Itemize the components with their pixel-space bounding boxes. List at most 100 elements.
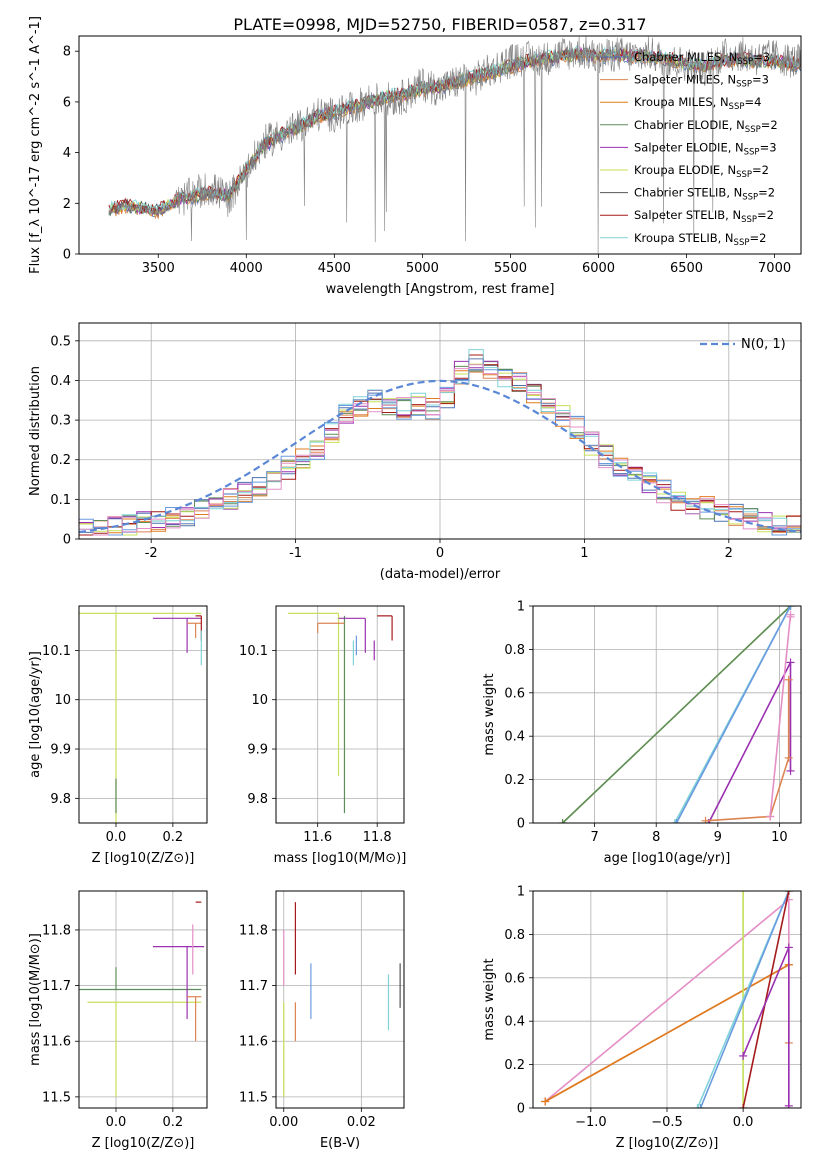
y-tick-label: 1 [517, 600, 525, 615]
weight-line [705, 679, 790, 822]
plot-area [79, 612, 202, 823]
axes-frame [78, 35, 802, 255]
legend-entry: Kroupa STELIB, NSSP=2 [634, 231, 766, 248]
y-tick-label: 10.1 [42, 644, 71, 659]
y-tick-label: 0 [63, 248, 71, 263]
axes-frame [532, 605, 802, 824]
y-tick-label: 4 [63, 146, 71, 161]
x-tick-label: 0.0 [106, 830, 127, 845]
panel-mass-vs-Z: 0.0 0.2 11.5 11.6 11.7 11.8 Z [log10(Z/Z⊙)] mas… [28, 890, 208, 1151]
y-tick-label: 8 [63, 45, 71, 60]
x-tick-label: 4500 [318, 261, 351, 276]
y-tick-label: 9.9 [247, 743, 268, 758]
panel-age-vs-Z: 0.0 0.2 9.8 9.9 10 10.1 Z [log10(Z/Z⊙)] age [lo… [28, 605, 208, 866]
weight-line [742, 891, 790, 1108]
legend-entry: Kroupa MILES, NSSP=4 [634, 95, 761, 112]
x-tick-label: 5000 [406, 261, 439, 276]
x-tick-label: 6000 [582, 261, 615, 276]
y-tick-label: 0.8 [504, 928, 525, 943]
legend-entry-eq: =4 [744, 95, 761, 109]
y-tick-label: 11.8 [239, 923, 268, 938]
x-tick-label: 7 [590, 830, 598, 845]
legend-entry: Salpeter MILES, NSSP=3 [634, 73, 769, 90]
y-axis-label: age [log10(age/yr)] [28, 651, 43, 778]
y-tick-label: 0.2 [504, 1058, 525, 1073]
y-tick-label: 10 [251, 693, 268, 708]
y-tick-label: 9.9 [50, 743, 71, 758]
plot-area [79, 901, 205, 1097]
y-tick-label: 11.8 [42, 923, 71, 938]
y-tick-label: 2 [63, 197, 71, 212]
x-tick-label: 4000 [230, 261, 263, 276]
axes-frame [78, 605, 208, 824]
legend-entry-sub: SSP [736, 80, 752, 90]
legend-entry: Chabrier ELODIE, NSSP=2 [634, 118, 778, 135]
weight-line [675, 606, 792, 823]
legend-entry-eq: =3 [752, 73, 769, 87]
x-tick-label: 2 [725, 546, 733, 561]
plot-area [108, 36, 801, 254]
x-axis-label: Z [log10(Z/Z⊙)] [92, 1136, 195, 1151]
y-tick-label: 11.5 [42, 1090, 71, 1105]
x-tick-label: 11.6 [303, 830, 332, 845]
x-axis-label: (data-model)/error [380, 567, 501, 582]
y-tick-label: 0.6 [504, 971, 525, 986]
legend-entry: Salpeter STELIB, NSSP=2 [634, 208, 774, 225]
legend-entry-eq: =2 [757, 208, 774, 222]
y-tick-label: 11.7 [42, 979, 71, 994]
weight-line [742, 947, 790, 1106]
weight-line [562, 606, 792, 823]
legend-entry-eq: =2 [761, 118, 778, 132]
x-tick-label: 0.0 [733, 1115, 754, 1130]
y-tick-label: 0.4 [504, 730, 525, 745]
legend-entry-sub: SSP [742, 193, 758, 203]
x-tick-label: 0.2 [163, 1115, 184, 1130]
legend-entry-sub: SSP [736, 170, 752, 180]
y-tick-label: 0.2 [504, 773, 525, 788]
x-axis-label: Z [log10(Z/Z⊙)] [92, 851, 195, 866]
x-tick-label: 5500 [494, 261, 527, 276]
y-tick-label: 0 [517, 1102, 525, 1117]
legend-entry: Salpeter ELODIE, NSSP=3 [634, 140, 777, 157]
x-tick-label: 0.02 [347, 1115, 376, 1130]
y-tick-label: 0.3 [50, 414, 71, 429]
legend-entry: Kroupa ELODIE, NSSP=2 [634, 163, 769, 180]
y-tick-label: 0 [63, 533, 71, 548]
axes-frame [275, 605, 405, 824]
panel-residuals: -2 -1 0 1 2 0 0.1 0.2 0.3 0.4 0.5 (data-model)/erro… [28, 322, 802, 582]
x-axis-label: E(B-V) [320, 1136, 360, 1151]
y-axis-label: Normed distribution [28, 366, 43, 496]
y-tick-label: 0.2 [50, 453, 71, 468]
figure-title: PLATE=0998, MJD=52750, FIBERID=0587, z=0… [233, 15, 646, 34]
x-tick-label: -1 [289, 546, 302, 561]
y-tick-label: 0.6 [504, 686, 525, 701]
x-axis-label: age [log10(age/yr)] [604, 851, 731, 866]
y-tick-label: 11.7 [239, 979, 268, 994]
legend-entry-sub: SSP [744, 147, 760, 157]
x-tick-label: 3500 [142, 261, 175, 276]
legend-entry: N(0, 1) [741, 337, 786, 352]
y-tick-label: 0.5 [50, 334, 71, 349]
y-tick-label: 9.8 [247, 792, 268, 807]
axes-frame [78, 890, 208, 1109]
x-tick-label: −0.5 [651, 1115, 683, 1130]
y-tick-label: 0.1 [50, 493, 71, 508]
legend-entry: Chabrier STELIB, NSSP=2 [634, 186, 775, 203]
legend-entry-sub: SSP [729, 102, 745, 112]
y-axis-label: Flux [f_λ 10^-17 erg cm^-2 s^-1 A^-1] [28, 16, 43, 274]
data-spectrum-line [108, 36, 801, 254]
x-tick-label: 0 [436, 546, 444, 561]
x-tick-label: 1 [580, 546, 588, 561]
x-axis-label: mass [log10(M/M⊙)] [274, 851, 407, 866]
x-tick-label: 0.00 [269, 1115, 298, 1130]
y-tick-label: 11.6 [42, 1035, 71, 1050]
x-tick-label: −1.0 [575, 1115, 607, 1130]
weight-line [699, 891, 790, 1108]
x-axis-label: wavelength [Angstrom, rest frame] [326, 282, 555, 297]
y-tick-label: 11.6 [239, 1035, 268, 1050]
x-tick-label: 0.2 [163, 830, 184, 845]
y-tick-label: 6 [63, 95, 71, 110]
histogram-line [79, 349, 801, 536]
legend-entry-sub: SSP [745, 125, 761, 135]
